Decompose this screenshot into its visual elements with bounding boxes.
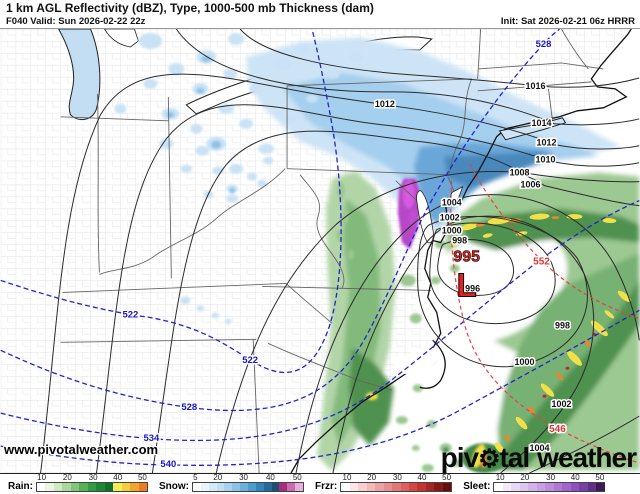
contour-label-layer: 1016 1014 1012 1012 1010 1008 1006 1004 1002 1000…	[121, 37, 573, 471]
legend-tick: 40	[113, 473, 123, 482]
legend-label-sleet: Sleet:	[463, 481, 491, 492]
header: 1 km AGL Reflectivity (dBZ), Type, 1000-…	[0, 0, 640, 28]
thickness-label: 540	[160, 459, 176, 470]
isobar-label: 1004	[530, 443, 550, 453]
thickness-label: 546	[549, 424, 566, 435]
thickness-label: 528	[181, 402, 197, 413]
isobar-label: 1016	[526, 81, 546, 91]
legend-label-snow: Snow:	[159, 481, 189, 492]
legend-tick: 20	[62, 473, 72, 482]
legend-colorbar-snow	[192, 482, 304, 492]
map-title: 1 km AGL Reflectivity (dBZ), Type, 1000-…	[6, 1, 374, 15]
low-pressure-value: 995	[453, 248, 480, 265]
legend-tick: 50	[442, 473, 452, 482]
map-canvas[interactable]: 1016 1014 1012 1012 1010 1008 1006 1004 1002 1000…	[0, 28, 640, 473]
state-borders	[60, 29, 604, 473]
rain-showers	[335, 181, 506, 473]
isobar-label: 998	[555, 320, 570, 330]
low-pressure-symbol: L	[457, 266, 477, 303]
heavy-rain-cores	[450, 213, 631, 454]
legend-label-frzr: Frzr:	[315, 481, 338, 492]
isobar-label: 996	[465, 283, 480, 293]
logo-text-weather: weather	[537, 442, 637, 473]
thickness-contours-blue	[0, 29, 640, 466]
legend-tick: 20	[213, 473, 223, 482]
coastline	[290, 29, 632, 473]
isobar-label: 1000	[515, 357, 535, 367]
legend-tick: 10	[37, 473, 47, 482]
legend-tick: 50	[595, 473, 605, 482]
model-init-time: Init: Sat 2026-02-21 06z HRRR	[500, 16, 635, 27]
legend-tick: 5	[193, 473, 198, 482]
isobar-label: 1006	[521, 180, 541, 190]
legend-tick: 50	[137, 473, 147, 482]
thickness-label: 522	[242, 355, 258, 366]
thickness-label: 522	[123, 309, 139, 320]
isobar-label: 1008	[510, 168, 530, 178]
legend-tick: 20	[367, 473, 377, 482]
logo-text-piv: piv	[440, 442, 479, 473]
legend-group-snow: Snow: 5 20 30 40 50	[159, 473, 304, 492]
legend-tick: 50	[292, 473, 302, 482]
isobar-label: 1002	[440, 213, 460, 223]
legend-tick: 20	[520, 473, 530, 482]
thickness-label: 528	[536, 39, 552, 50]
isobar-label: 1010	[536, 155, 556, 165]
rain-shading	[317, 170, 640, 472]
thickness-label: 552	[533, 256, 550, 267]
legend-group-frzr: Frzr: 10 20 30 40 50	[315, 473, 453, 492]
legend-colorbar-rain	[36, 482, 148, 492]
legend-group-rain: Rain: 10 20 30 40 50	[8, 473, 148, 492]
legend-tick: 40	[570, 473, 580, 482]
legend-label-rain: Rain:	[8, 481, 33, 492]
legend-tick: 40	[417, 473, 427, 482]
thickness-contours-red	[450, 163, 640, 464]
legend-tick: 10	[342, 473, 352, 482]
legend-tick: 10	[495, 473, 505, 482]
legend-tick: 40	[265, 473, 275, 482]
snow-showers	[114, 32, 363, 325]
legend-tick: 30	[392, 473, 402, 482]
forecast-valid-time: F040 Valid: Sun 2026-02-22 22z	[6, 16, 146, 27]
isobar-label: 1012	[375, 99, 395, 109]
watermark: www.pivotalweather.com	[4, 442, 159, 457]
legend-tick: 30	[546, 473, 556, 482]
isobar-label: 1000	[442, 226, 462, 236]
precip-type-legend: Rain: 10 20 30 40 50 Snow: 5 20 30 40 50 Frzr: 10 20 30…	[0, 473, 640, 494]
isobar-label: 1012	[537, 138, 557, 148]
isobar-label: 1004	[442, 198, 462, 208]
pivotalweather-logo: piv⚙tal weather	[440, 442, 637, 474]
logo-text-tal: tal	[499, 442, 530, 473]
legend-group-sleet: Sleet: 10 20 30 40 50	[463, 473, 606, 492]
legend-colorbar-sleet	[493, 482, 606, 492]
isobar-label: 1014	[532, 118, 552, 128]
legend-tick: 30	[239, 473, 248, 482]
isobar-label: 1002	[551, 399, 571, 409]
isobar-label: 998	[452, 236, 467, 246]
thickness-label: 534	[143, 433, 160, 444]
legend-tick: 30	[88, 473, 98, 482]
logo-gear-icon: ⚙	[478, 445, 500, 473]
legend-colorbar-frzr	[340, 482, 453, 492]
isobar-contours	[40, 29, 640, 473]
